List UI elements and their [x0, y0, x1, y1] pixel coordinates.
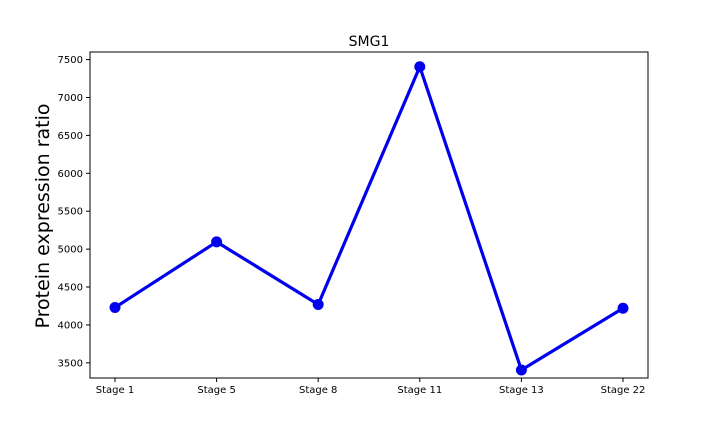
x-tick-label: Stage 22	[601, 385, 646, 396]
y-tick-label: 7500	[58, 55, 83, 66]
x-tick-label: Stage 11	[397, 385, 442, 396]
data-point	[515, 364, 527, 376]
y-tick-label: 4000	[58, 320, 83, 331]
data-point	[109, 301, 121, 313]
x-tick-label: Stage 13	[499, 385, 544, 396]
x-tick-label: Stage 1	[96, 385, 134, 396]
y-tick-label: 4500	[58, 283, 83, 294]
data-point	[617, 302, 629, 314]
series-line	[114, 65, 624, 372]
plot-frame	[89, 51, 649, 379]
data-point	[414, 61, 426, 73]
chart-title: SMG1	[349, 34, 390, 50]
y-tick-label: 5000	[58, 245, 83, 256]
y-tick-label: 7000	[58, 93, 83, 104]
y-tick-label: 6000	[58, 169, 83, 180]
data-point	[312, 298, 324, 310]
x-tick-label: Stage 5	[197, 385, 235, 396]
y-axis-label: Protein expression ratio	[32, 104, 54, 329]
x-tick-label: Stage 8	[299, 385, 337, 396]
plot-area: 3500 4000 4500 5000 5500 6000 6500 7000 7500 Stag…	[58, 51, 649, 396]
y-tick-label: 3500	[58, 358, 83, 369]
y-tick-label: 6500	[58, 131, 83, 142]
data-point	[211, 236, 223, 248]
y-tick-label: 5500	[58, 207, 83, 218]
